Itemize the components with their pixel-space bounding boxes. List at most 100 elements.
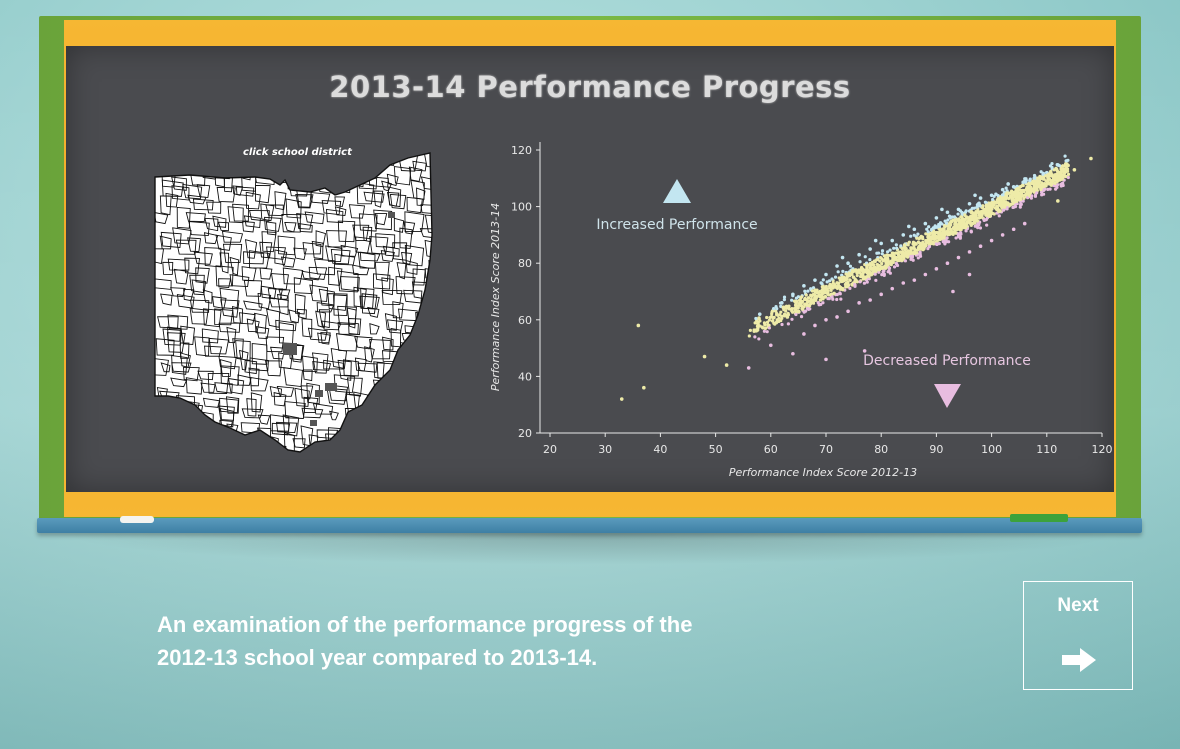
district-boundary — [415, 366, 428, 381]
y-tick-label: 20 — [518, 427, 532, 440]
scatter-point-decreased — [956, 255, 961, 260]
scatter-point-decreased — [877, 270, 881, 274]
scatter-point-same — [1012, 190, 1016, 194]
scatter-point-same — [1059, 167, 1063, 171]
scatter-point-same — [988, 208, 992, 212]
y-tick-label: 100 — [511, 201, 532, 214]
district-boundary — [248, 435, 267, 452]
district-boundary — [311, 240, 324, 260]
scatter-point-same — [787, 307, 791, 311]
district-boundary — [220, 365, 240, 386]
scatter-point-increased — [989, 193, 994, 198]
district-boundary — [162, 261, 174, 275]
scatter-point-same — [832, 291, 836, 295]
scatter-point-same — [1066, 172, 1071, 177]
district-boundary — [219, 397, 239, 414]
scatter-point-same — [829, 288, 833, 292]
district-boundary — [343, 359, 360, 377]
district-boundary — [311, 352, 329, 374]
scatter-point-same — [828, 293, 832, 297]
ohio-district-map[interactable] — [150, 150, 435, 455]
district-boundary — [295, 156, 308, 176]
district-boundary — [222, 243, 243, 263]
scatter-point-same — [909, 247, 914, 251]
scatter-point-increased — [827, 279, 832, 283]
scatter-point-decreased — [967, 250, 972, 254]
district-boundary — [362, 226, 373, 243]
scatter-point-same — [823, 295, 828, 299]
scatter-point-same — [857, 268, 861, 272]
scatter-point-same — [770, 310, 774, 314]
district-boundary — [348, 204, 366, 219]
scatter-point-same — [797, 310, 801, 314]
scatter-point-decreased — [1011, 227, 1016, 232]
scatter-point-decreased — [951, 289, 955, 294]
x-tick-label: 30 — [598, 443, 612, 456]
increased-performance-label: Increased Performance — [596, 217, 757, 233]
district-boundary — [171, 176, 187, 191]
scatter-point-same — [1061, 164, 1065, 168]
scatter-point-same — [969, 210, 973, 214]
scatter-point-same — [973, 221, 977, 225]
highlighted-districts — [283, 212, 395, 426]
scatter-point-same — [900, 246, 904, 250]
scatter-point-same — [855, 273, 859, 278]
scatter-point-decreased — [1002, 208, 1006, 212]
scatter-point-same — [794, 300, 798, 305]
scatter-point-decreased — [753, 335, 757, 339]
caption-line-2: 2012-13 school year compared to 2013-14. — [157, 645, 598, 670]
district-boundary — [423, 153, 432, 169]
district-boundary — [356, 424, 374, 436]
scatter-point-same — [859, 267, 863, 271]
district-boundary — [333, 294, 348, 317]
x-tick-label: 50 — [709, 443, 723, 456]
district-boundary — [389, 399, 412, 419]
scatter-point-increased — [923, 221, 928, 226]
scatter-point-same — [848, 278, 852, 282]
district-boundary — [399, 227, 413, 249]
scatter-point-same — [902, 243, 907, 247]
scatter-point-decreased — [918, 254, 923, 258]
scatter-point-decreased — [947, 240, 951, 244]
district-boundary — [255, 326, 270, 339]
scatter-point-same — [844, 278, 848, 282]
next-button[interactable]: Next — [1023, 581, 1133, 690]
district-boundary — [155, 248, 165, 265]
y-tick-label: 40 — [518, 370, 532, 383]
district-boundary — [212, 296, 227, 309]
district-boundary — [329, 410, 339, 421]
scatter-point-decreased — [765, 330, 769, 334]
scatter-point-decreased — [958, 235, 962, 239]
scatter-point-same — [1008, 194, 1012, 198]
scatter-point-decreased — [927, 245, 932, 249]
district-boundary — [204, 441, 225, 452]
scatter-point-same — [992, 203, 996, 207]
district-boundary — [265, 221, 277, 236]
district-boundary — [303, 451, 315, 452]
district-boundary — [161, 434, 179, 451]
district-boundary — [433, 207, 435, 217]
district-boundary — [249, 210, 270, 222]
district-boundary — [370, 449, 391, 452]
district-boundary — [184, 257, 200, 275]
scatter-point-decreased — [780, 322, 784, 327]
scatter-point-same — [897, 255, 901, 260]
district-boundary — [381, 277, 394, 296]
district-boundary — [334, 206, 347, 217]
scatter-point-increased — [992, 194, 996, 199]
district-boundary — [373, 190, 384, 208]
scatter-point-same — [890, 254, 894, 258]
district-boundary — [382, 336, 394, 351]
district-boundary — [193, 251, 213, 265]
district-boundary — [185, 212, 206, 222]
scatter-point-same — [773, 322, 777, 326]
district-boundary — [293, 277, 313, 295]
district-boundary — [384, 391, 403, 411]
scatter-point-decreased — [1066, 175, 1070, 180]
district-boundary — [389, 439, 412, 452]
scatter-point-decreased — [762, 329, 766, 333]
district-boundary — [217, 221, 230, 232]
district-boundary — [294, 293, 306, 315]
district-boundary — [265, 204, 284, 216]
scatter-point-decreased — [937, 242, 941, 246]
